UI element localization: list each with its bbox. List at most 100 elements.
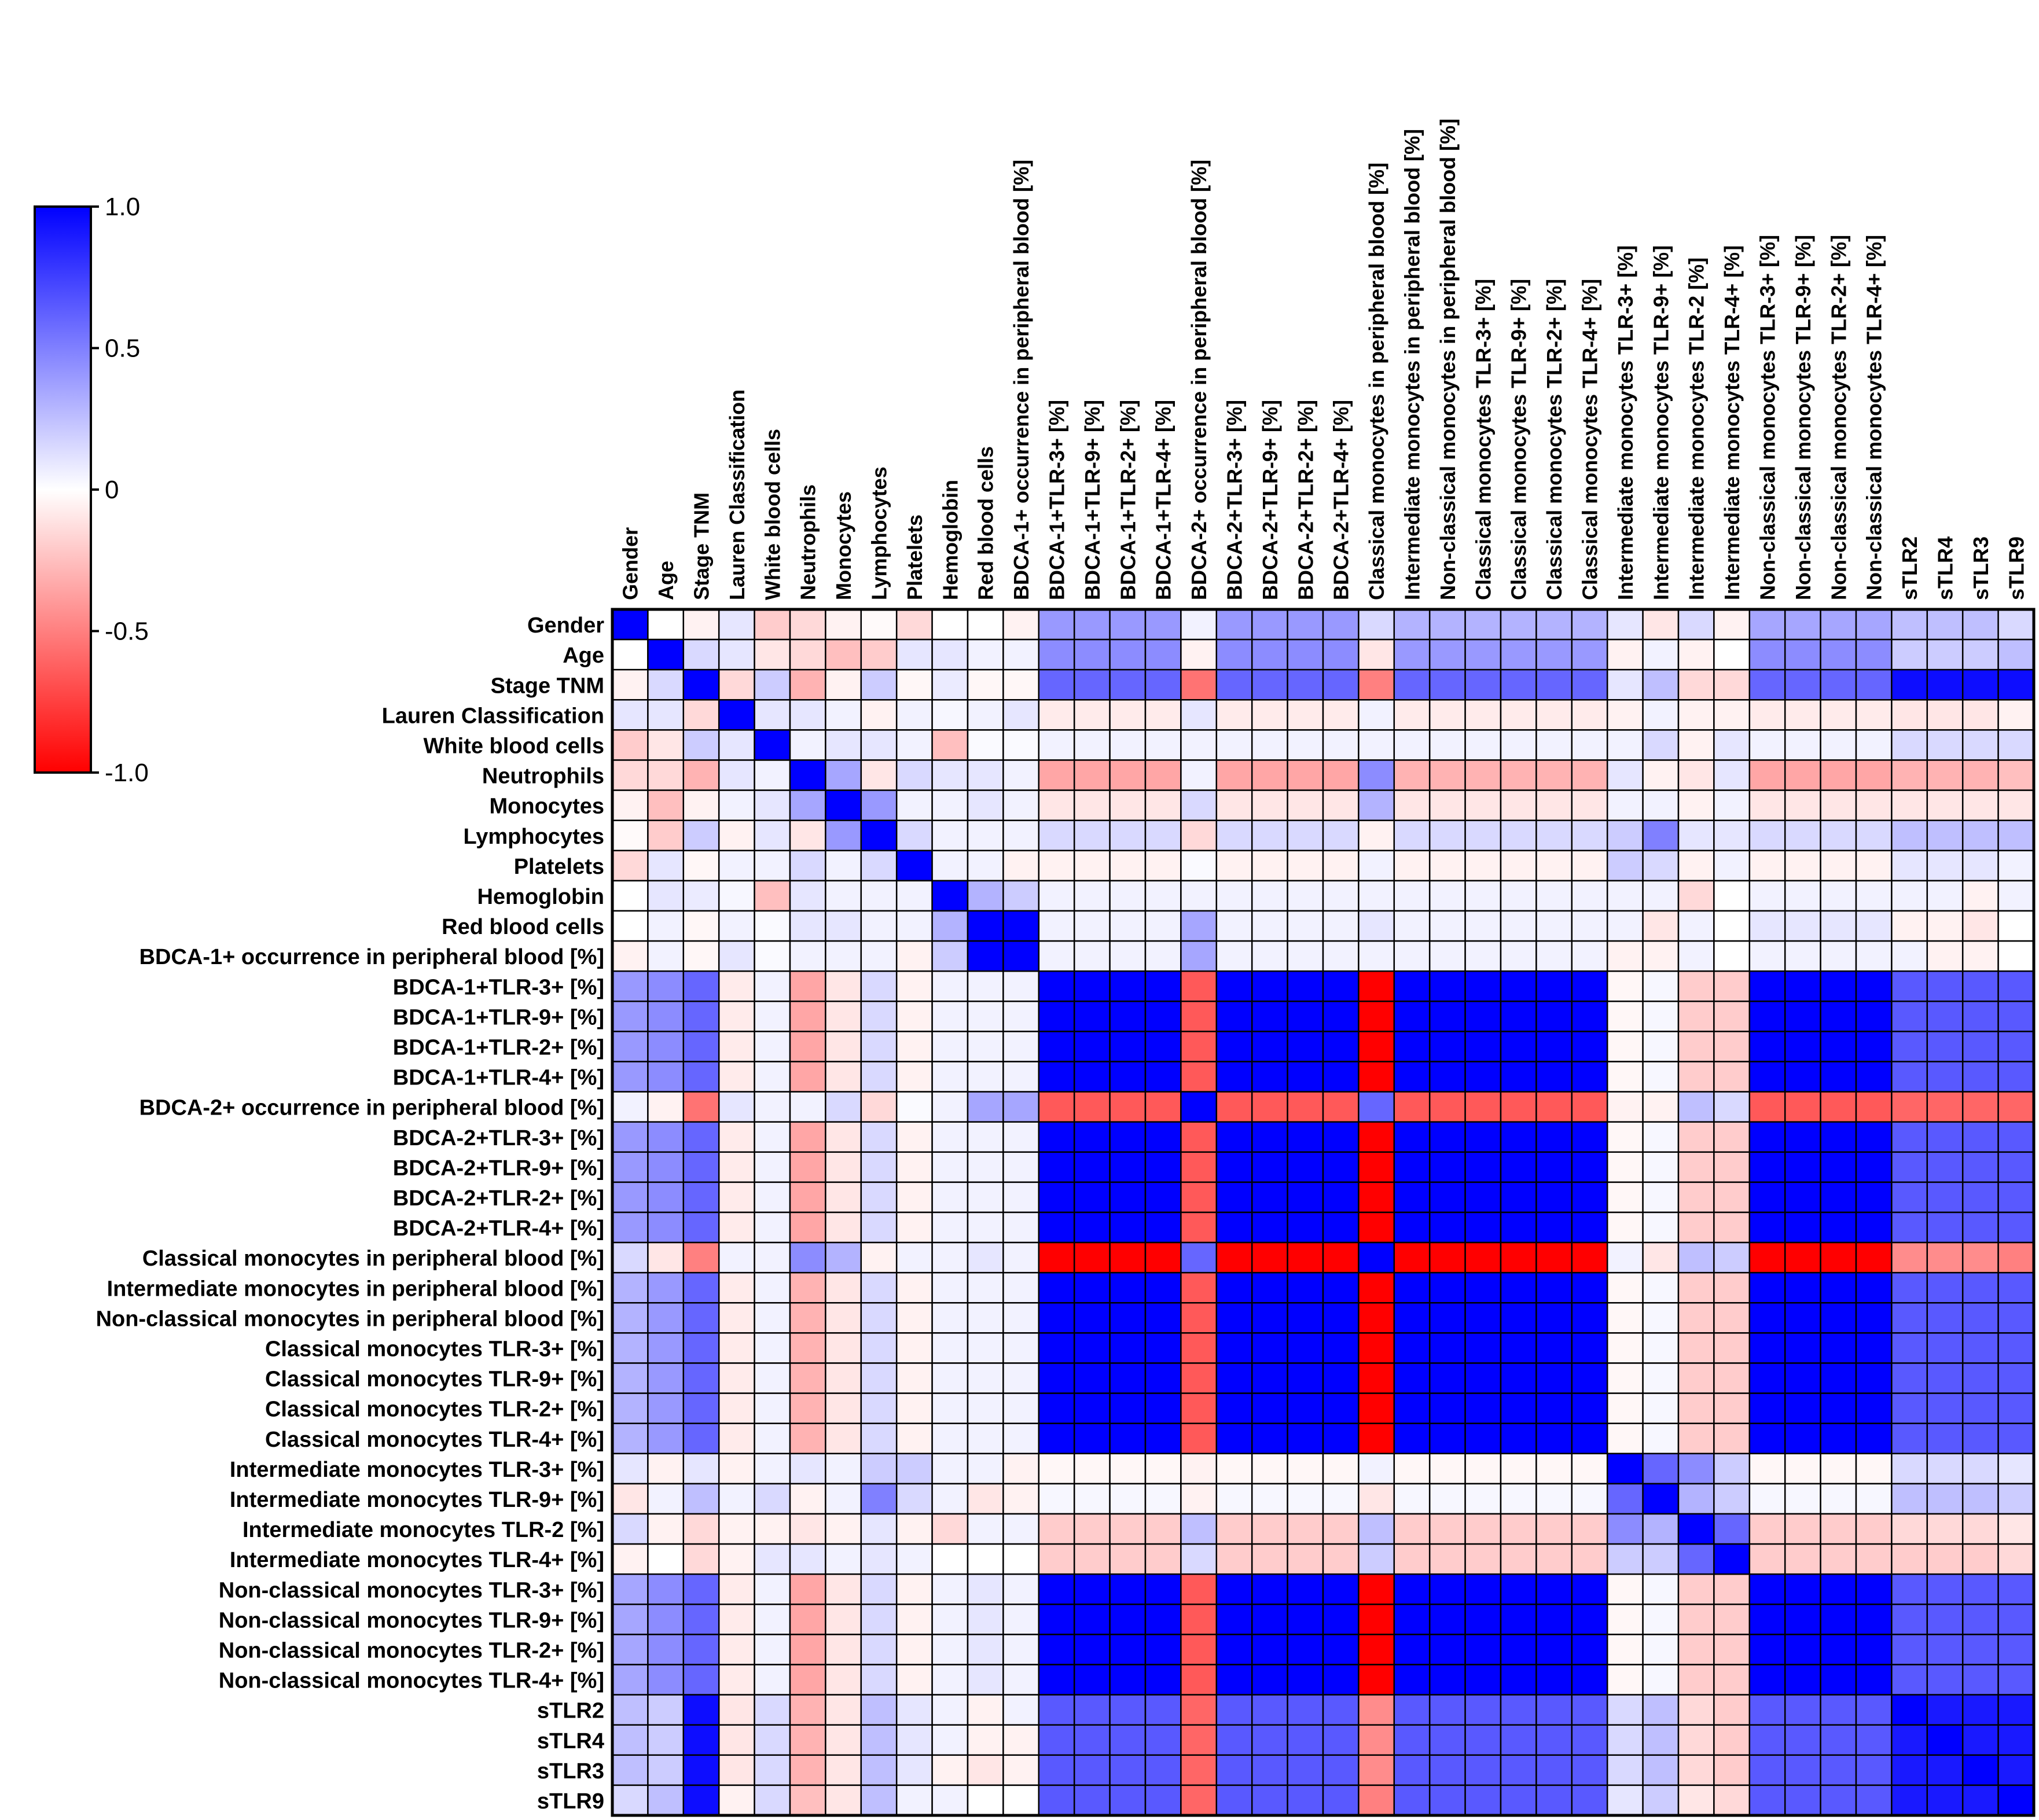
- heatmap-cell: [1464, 1453, 1502, 1485]
- heatmap-cell: [611, 910, 649, 942]
- heatmap-cell: [931, 1302, 969, 1334]
- heatmap-cell: [1109, 638, 1147, 671]
- heatmap-cell: [1251, 1091, 1288, 1123]
- heatmap-cell: [611, 1422, 649, 1455]
- heatmap-cell: [1606, 1151, 1644, 1183]
- heatmap-cell: [1571, 1061, 1608, 1093]
- heatmap-cell: [1109, 1302, 1147, 1334]
- heatmap-cell: [789, 1181, 826, 1214]
- heatmap-cell: [931, 729, 969, 761]
- heatmap-cell: [860, 1513, 898, 1545]
- heatmap-cell: [647, 759, 685, 791]
- heatmap-cell: [1002, 1362, 1040, 1394]
- heatmap-cell: [611, 1543, 649, 1575]
- heatmap-cell: [1500, 1061, 1537, 1093]
- heatmap-cell: [682, 880, 720, 912]
- heatmap-cell: [1002, 699, 1040, 731]
- heatmap-cell: [1677, 1754, 1715, 1786]
- heatmap-cell: [967, 1181, 1004, 1214]
- heatmap-cell: [1002, 1453, 1040, 1485]
- heatmap-cell: [1215, 880, 1253, 912]
- heatmap-cell: [682, 1091, 720, 1123]
- heatmap-cell: [1287, 1031, 1324, 1062]
- heatmap-cell: [1784, 1151, 1821, 1183]
- heatmap-cell: [895, 880, 933, 912]
- heatmap-cell: [1926, 880, 1964, 912]
- heatmap-cell: [967, 608, 1004, 641]
- heatmap-cell: [895, 1694, 933, 1726]
- heatmap-cell: [1997, 1604, 2035, 1635]
- heatmap-cell: [1109, 1001, 1147, 1032]
- heatmap-cell: [825, 1724, 862, 1756]
- heatmap-cell: [754, 729, 791, 761]
- heatmap-cell: [895, 1724, 933, 1756]
- heatmap-cell: [1393, 1604, 1431, 1635]
- heatmap-cell: [1535, 789, 1573, 821]
- heatmap-cell: [1180, 608, 1218, 641]
- heatmap-cell: [1535, 729, 1573, 761]
- heatmap-cell: [825, 970, 862, 1002]
- heatmap-cell: [1287, 1483, 1324, 1515]
- colorbar-tick-label: 0: [105, 476, 119, 504]
- heatmap-cell: [1748, 1121, 1786, 1153]
- heatmap-cell: [1038, 699, 1075, 731]
- heatmap-cell: [1926, 940, 1964, 972]
- heatmap-cell: [789, 1483, 826, 1515]
- heatmap-cell: [1748, 638, 1786, 671]
- heatmap-cell: [1251, 1694, 1288, 1726]
- heatmap-cell: [1784, 1031, 1821, 1062]
- heatmap-cell: [789, 1634, 826, 1665]
- heatmap-cell: [1428, 1634, 1466, 1665]
- heatmap-cell: [1713, 668, 1751, 701]
- heatmap-cell: [825, 1362, 862, 1394]
- column-label: Non-classical monocytes TLR-3+ [%]: [1756, 235, 1780, 600]
- heatmap-cell: [1287, 1332, 1324, 1364]
- heatmap-cell: [1322, 819, 1360, 852]
- heatmap-cell: [1642, 1724, 1680, 1756]
- heatmap-cell: [1002, 638, 1040, 671]
- heatmap-cell: [1571, 1181, 1608, 1214]
- heatmap-cell: [1287, 759, 1324, 791]
- heatmap-cell: [1571, 1483, 1608, 1515]
- heatmap-cell: [1038, 940, 1075, 972]
- heatmap-cell: [1642, 819, 1680, 852]
- heatmap-cell: [1215, 1271, 1253, 1304]
- heatmap-cell: [647, 1724, 685, 1756]
- heatmap-cell: [1855, 1604, 1893, 1635]
- heatmap-cell: [754, 1573, 791, 1605]
- heatmap-cell: [931, 1241, 969, 1274]
- heatmap-cell: [1961, 1241, 1999, 1274]
- heatmap-cell: [1073, 1271, 1111, 1304]
- heatmap-cell: [754, 1061, 791, 1093]
- heatmap-cell: [611, 1513, 649, 1545]
- heatmap-cell: [1891, 1754, 1928, 1786]
- heatmap-cell: [789, 1664, 826, 1696]
- heatmap-cell: [1393, 970, 1431, 1002]
- heatmap-cell: [1428, 1091, 1466, 1123]
- heatmap-cell: [1891, 819, 1928, 852]
- heatmap-cell: [1358, 1392, 1395, 1424]
- heatmap-cell: [1891, 1001, 1928, 1032]
- heatmap-cell: [1997, 940, 2035, 972]
- heatmap-cell: [1215, 1664, 1253, 1696]
- heatmap-cell: [1002, 1664, 1040, 1696]
- heatmap-cell: [718, 1543, 755, 1575]
- heatmap-cell: [1073, 1392, 1111, 1424]
- heatmap-cell: [1891, 729, 1928, 761]
- heatmap-cell: [1500, 1513, 1537, 1545]
- heatmap-cell: [1215, 1302, 1253, 1334]
- heatmap-cell: [1073, 1573, 1111, 1605]
- column-label: Age: [654, 561, 678, 600]
- heatmap-cell: [611, 1151, 649, 1183]
- heatmap-cell: [1073, 1181, 1111, 1214]
- heatmap-cell: [1606, 1604, 1644, 1635]
- heatmap-cell: [1428, 1483, 1466, 1515]
- heatmap-cell: [1571, 1784, 1608, 1817]
- heatmap-cell: [1961, 1091, 1999, 1123]
- heatmap-cell: [1251, 729, 1288, 761]
- heatmap-cell: [1073, 1483, 1111, 1515]
- row-label: Classical monocytes TLR-2+ [%]: [265, 1398, 604, 1422]
- heatmap-cell: [1038, 1634, 1075, 1665]
- heatmap-cell: [967, 1392, 1004, 1424]
- heatmap-cell: [1997, 1483, 2035, 1515]
